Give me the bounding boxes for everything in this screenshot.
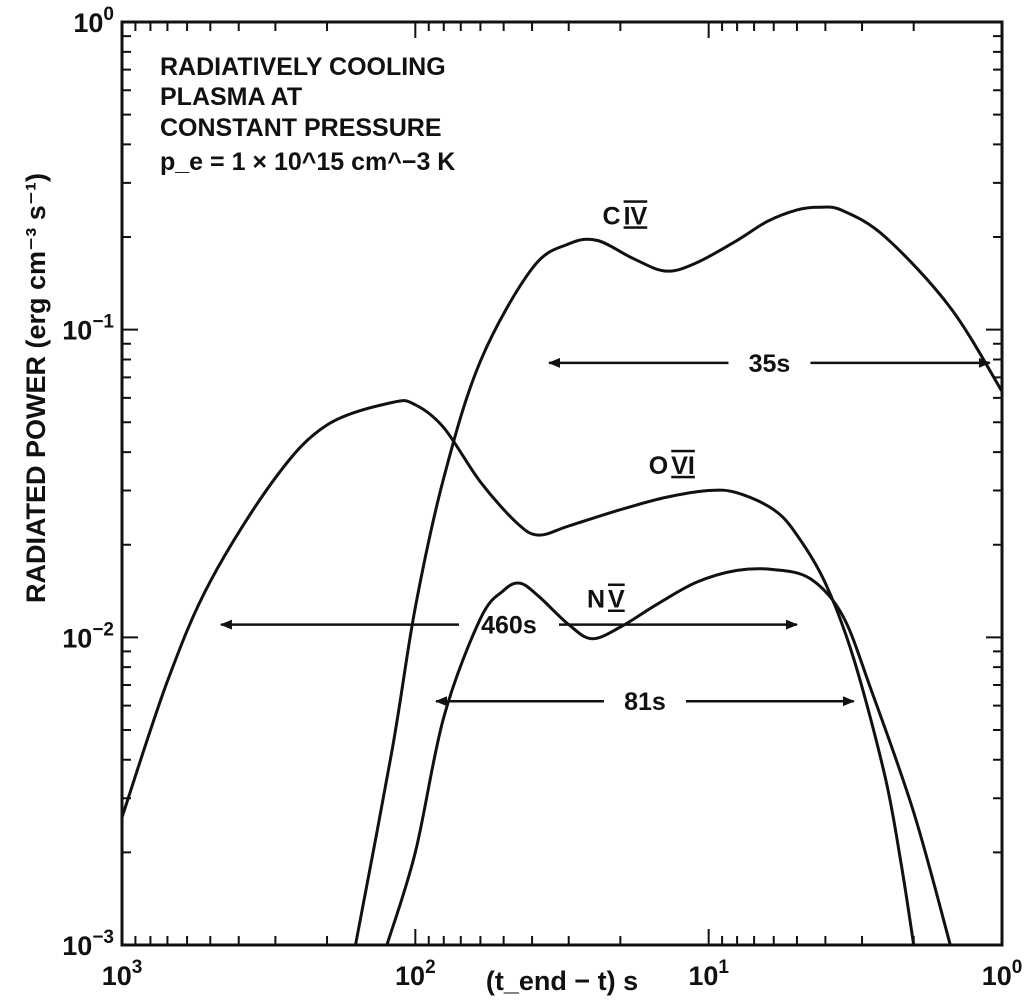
interval-label-0: 35s — [749, 350, 791, 378]
annotation-line-1: RADIATIVELY COOLING — [160, 53, 446, 81]
annotation-line-2: PLASMA AT — [160, 83, 302, 111]
y-tick-label-1: 10−1 — [62, 312, 114, 346]
series-label-1: O VI — [649, 452, 695, 480]
interval-label-2: 81s — [624, 688, 666, 716]
x-tick-label-1: 102 — [395, 957, 436, 991]
x-tick-label-0: 103 — [102, 957, 143, 991]
x-tick-label-2: 101 — [688, 957, 729, 991]
series-line-2 — [385, 567, 952, 946]
series-labels: C IV O VI N V — [587, 202, 695, 613]
series-line-1 — [120, 399, 916, 946]
plot-frame — [120, 20, 1004, 947]
interval-label-1: 460s — [481, 612, 537, 640]
series-line-0 — [354, 205, 1004, 946]
x-axis-title: (t_end − t) s — [486, 966, 638, 996]
y-tick-label-2: 10−2 — [62, 619, 114, 653]
tick-marks — [121, 21, 1003, 946]
annotation: RADIATIVELY COOLING PLASMA AT CONSTANT P… — [160, 53, 455, 176]
y-tick-label-0: 100 — [73, 4, 114, 38]
x-tick-label-3: 100 — [982, 957, 1023, 991]
y-tick-label-3: 10−3 — [62, 927, 114, 961]
annotation-line-4: p_e = 1 × 10^15 cm^−3 K — [160, 148, 455, 176]
interval-markers: 35s 460s 81s — [219, 350, 991, 716]
y-axis-title: RADIATED POWER (erg cm⁻³ s⁻¹) — [21, 173, 51, 603]
axes — [120, 20, 1004, 947]
annotation-line-3: CONSTANT PRESSURE — [160, 114, 442, 142]
series-label-0: C IV — [603, 202, 648, 230]
series-lines — [120, 205, 1004, 946]
tick-labels: 103 102 101 100 100 10−1 10−2 10−3 — [62, 4, 1022, 991]
minor-major-ticks — [121, 21, 1003, 946]
